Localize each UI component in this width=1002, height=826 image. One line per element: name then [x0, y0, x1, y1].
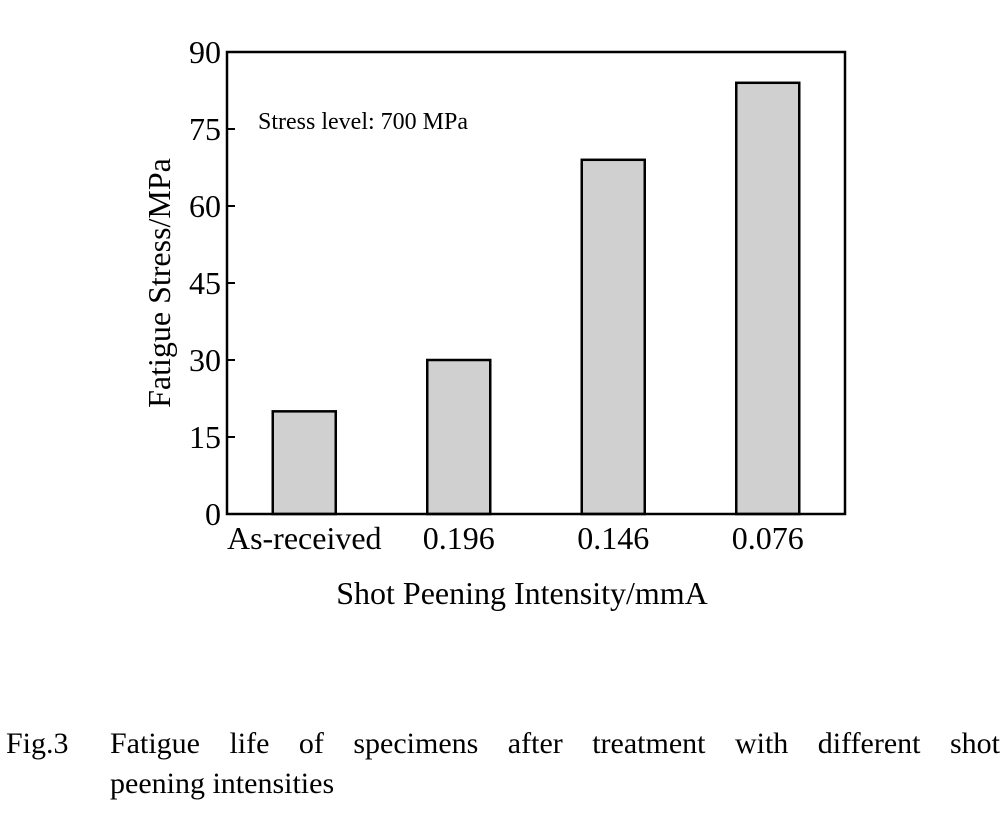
- caption-text-line2: peening intensities: [110, 767, 335, 800]
- x-tick-label: As-received: [227, 520, 382, 556]
- x-tick-label: 0.196: [423, 520, 495, 556]
- bar-0: [271, 410, 337, 516]
- x-tick-label: 0.076: [732, 520, 804, 556]
- bars-layer: [271, 81, 801, 516]
- x-axis-label: Shot Peening Intensity/mmA: [336, 575, 708, 611]
- y-tick-label: 30: [189, 342, 221, 378]
- y-tick-label: 45: [189, 265, 221, 301]
- bar-2: [580, 158, 646, 516]
- bar-chart: 0 15 30 45 60 75 90 As-received 0.196 0.146 0.076…: [141, 34, 847, 611]
- y-axis-label: Fatigue Stress/MPa: [141, 158, 177, 408]
- caption-row-1: Fig.3 Fatigue life of specimens after tr…: [6, 724, 1000, 764]
- y-tick-label: 75: [189, 111, 221, 147]
- chart-annotation: Stress level: 700 MPa: [258, 109, 468, 135]
- bar-3: [735, 81, 801, 516]
- caption-label: Fig.3: [6, 727, 69, 760]
- y-tick-label: 60: [189, 188, 221, 224]
- figure-caption: Fig.3 Fatigue life of specimens after tr…: [6, 724, 1000, 804]
- y-tick-label: 15: [189, 419, 221, 455]
- x-tick-label: 0.146: [577, 520, 649, 556]
- x-axis-ticks: As-received 0.196 0.146 0.076: [227, 520, 804, 556]
- bar-1: [426, 358, 492, 516]
- caption-text-line1: Fatigue life of specimens after treatmen…: [110, 727, 1000, 760]
- y-tick-label: 90: [189, 34, 221, 70]
- y-axis-ticks: 0 15 30 45 60 75 90: [189, 34, 235, 532]
- y-tick-label: 0: [205, 496, 221, 532]
